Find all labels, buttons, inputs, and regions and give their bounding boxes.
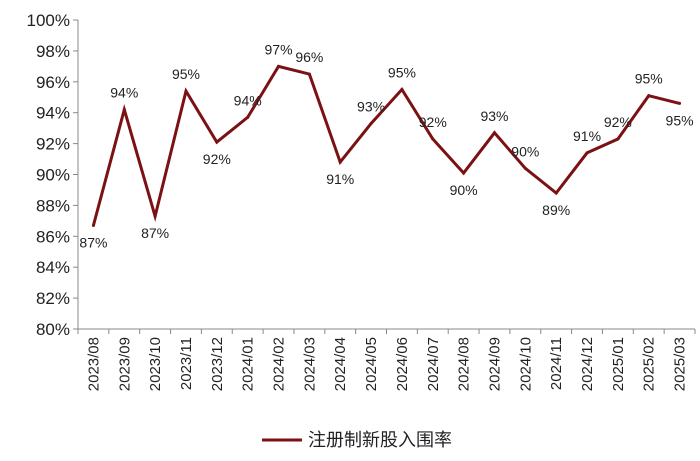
y-tick-label: 94% <box>36 104 70 123</box>
x-tick-label: 2025/03 <box>672 337 689 391</box>
data-label: 94% <box>110 85 138 101</box>
data-label: 87% <box>141 225 169 241</box>
data-label: 93% <box>357 99 385 115</box>
series-line <box>91 64 680 226</box>
x-tick-label: 2024/07 <box>425 337 442 391</box>
data-point <box>431 137 435 141</box>
y-tick-label: 100% <box>27 11 70 30</box>
data-point <box>678 101 682 105</box>
y-axis: 80% 82% 84% 86% 88% 90% 92% 94% 96% 98% 100% <box>27 11 79 339</box>
y-tick-label: 96% <box>36 73 70 92</box>
data-point <box>153 214 157 218</box>
data-label: 95% <box>666 112 694 128</box>
x-tick-label: 2023/11 <box>178 337 195 390</box>
data-label: 92% <box>419 114 447 130</box>
x-tick-label: 2024/02 <box>271 337 288 391</box>
data-point <box>91 223 95 227</box>
y-tick-label: 86% <box>36 227 70 246</box>
data-point <box>215 140 219 144</box>
data-point <box>554 191 558 195</box>
y-tick-label: 88% <box>36 196 70 215</box>
data-point <box>184 89 188 93</box>
data-point <box>122 108 126 112</box>
data-point <box>647 94 651 98</box>
x-tick-label: 2024/10 <box>517 337 534 391</box>
data-point <box>400 88 404 92</box>
x-tick-label: 2024/03 <box>301 337 318 391</box>
x-tick-label: 2023/09 <box>116 337 133 391</box>
x-tick-label: 2025/01 <box>610 337 627 391</box>
data-point <box>523 166 527 170</box>
data-label: 91% <box>573 128 601 144</box>
data-labels: 87% 94% 87% 95% 92% 94% 97% 96% 91% 93% 95% 92% 90% 9… <box>79 41 693 250</box>
x-tick-label: 2023/08 <box>85 337 102 391</box>
x-tick-label: 2024/01 <box>240 337 257 391</box>
legend: 注册制新股入围率 <box>262 430 452 450</box>
x-tick-label: 2024/05 <box>363 337 380 391</box>
legend-label: 注册制新股入围率 <box>308 430 452 450</box>
data-point <box>246 115 250 119</box>
y-tick-label: 80% <box>36 320 70 339</box>
data-point <box>338 160 342 164</box>
data-point <box>277 64 281 68</box>
x-tick-label: 2023/12 <box>209 337 226 391</box>
series-layer <box>91 64 682 227</box>
y-tick-label: 82% <box>36 289 70 308</box>
data-label: 97% <box>265 41 293 57</box>
y-tick-label: 92% <box>36 135 70 154</box>
data-point <box>462 171 466 175</box>
x-tick-label: 2024/06 <box>394 337 411 391</box>
data-point <box>307 72 311 76</box>
data-label: 92% <box>203 151 231 167</box>
x-tick-label: 2024/12 <box>579 337 596 391</box>
data-point <box>616 137 620 141</box>
x-tick-label: 2023/10 <box>147 337 164 391</box>
data-label: 92% <box>604 114 632 130</box>
data-label: 91% <box>326 171 354 187</box>
data-point <box>369 122 373 126</box>
x-tick-label: 2024/04 <box>332 337 349 391</box>
y-tick-label: 84% <box>36 258 70 277</box>
data-label: 96% <box>295 49 323 65</box>
x-tick-label: 2024/11 <box>548 337 565 390</box>
data-label: 87% <box>79 234 107 250</box>
data-point <box>585 151 589 155</box>
data-label: 93% <box>480 108 508 124</box>
x-tick-label: 2024/09 <box>486 337 503 391</box>
x-axis: 2023/08 2023/09 2023/10 2023/11 2023/12 2024/… <box>77 328 696 391</box>
data-point <box>492 131 496 135</box>
data-label: 94% <box>234 92 262 108</box>
data-label: 95% <box>388 65 416 81</box>
x-tick-label: 2025/02 <box>641 337 658 391</box>
data-label: 95% <box>635 71 663 87</box>
data-label: 95% <box>172 66 200 82</box>
data-label: 90% <box>450 182 478 198</box>
y-tick-label: 98% <box>36 42 70 61</box>
data-label: 89% <box>542 202 570 218</box>
data-label: 90% <box>511 143 539 159</box>
y-tick-label: 90% <box>36 166 70 185</box>
x-tick-label: 2024/08 <box>456 337 473 391</box>
